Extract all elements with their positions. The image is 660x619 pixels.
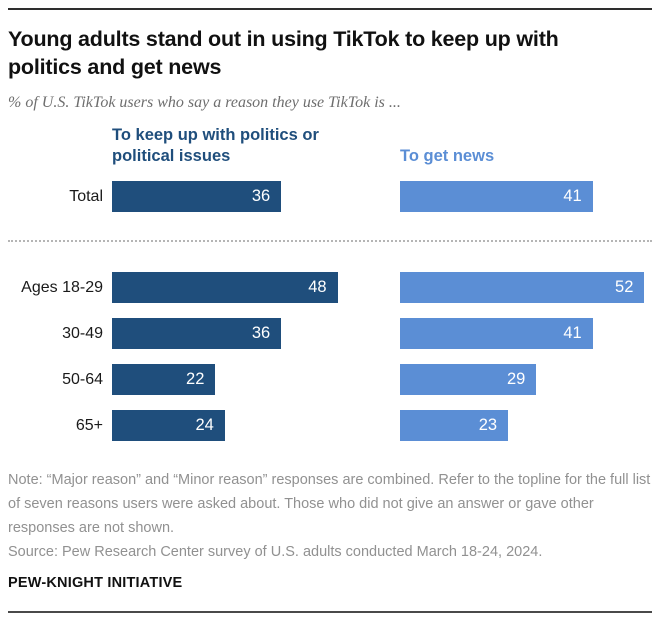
chart-subtitle: % of U.S. TikTok users who say a reason … [8, 94, 401, 111]
news-bar-65plus: 23 [400, 410, 509, 441]
legend-news-label: To get news [400, 147, 495, 165]
bar-value: 41 [563, 324, 582, 342]
bottom-rule [8, 611, 652, 613]
politics-bar-total: 36 [112, 181, 282, 212]
category-label: 65+ [75, 416, 103, 434]
bar-value: 36 [251, 324, 271, 342]
source-text: Source: Pew Research Center survey of U.… [8, 544, 543, 560]
bar-value: 41 [563, 187, 582, 205]
bar-value: 36 [251, 187, 271, 205]
category-label: Ages 18-29 [21, 278, 103, 296]
bar-value: 48 [308, 278, 327, 296]
category-label: Total [69, 187, 103, 205]
news-bar-total: 41 [400, 181, 593, 212]
total-ages-divider [8, 240, 652, 242]
politics-bar-30-49: 36 [112, 318, 282, 349]
chart-row-30-49: 30-49 36 41 [8, 318, 652, 349]
category-label: 30-49 [62, 324, 103, 342]
bar-chart: Total 36 41 Ages 18-29 48 [8, 181, 652, 441]
news-bar-30-49: 41 [400, 318, 593, 349]
brand-label: PEW-KNIGHT INITIATIVE [8, 575, 183, 591]
politics-bar-65plus: 24 [112, 410, 225, 441]
top-rule [8, 8, 652, 10]
chart-row-total: Total 36 41 [8, 181, 652, 212]
note-text: Note: “Major reason” and “Minor reason” … [8, 472, 651, 536]
chart-row-18-29: Ages 18-29 48 52 [8, 272, 652, 303]
politics-bar-50-64: 22 [112, 364, 216, 395]
category-label: 50-64 [62, 370, 103, 388]
bar-value: 23 [478, 416, 498, 434]
news-bar-18-29: 52 [400, 272, 645, 303]
bar-value: 29 [506, 370, 526, 388]
bar-value: 22 [186, 370, 205, 388]
legend: To keep up with politics or political is… [8, 125, 652, 167]
page-title: Young adults stand out in using TikTok t… [8, 27, 559, 79]
bar-value: 52 [615, 278, 634, 296]
news-bar-50-64: 29 [400, 364, 537, 395]
bar-value: 24 [195, 416, 214, 434]
chart-row-50-64: 50-64 22 29 [8, 364, 652, 395]
chart-row-65plus: 65+ 24 23 [8, 410, 652, 441]
politics-bar-18-29: 48 [112, 272, 338, 303]
legend-politics-label: To keep up with politics or political is… [112, 126, 319, 165]
footnotes: Note: “Major reason” and “Minor reason” … [8, 468, 652, 564]
